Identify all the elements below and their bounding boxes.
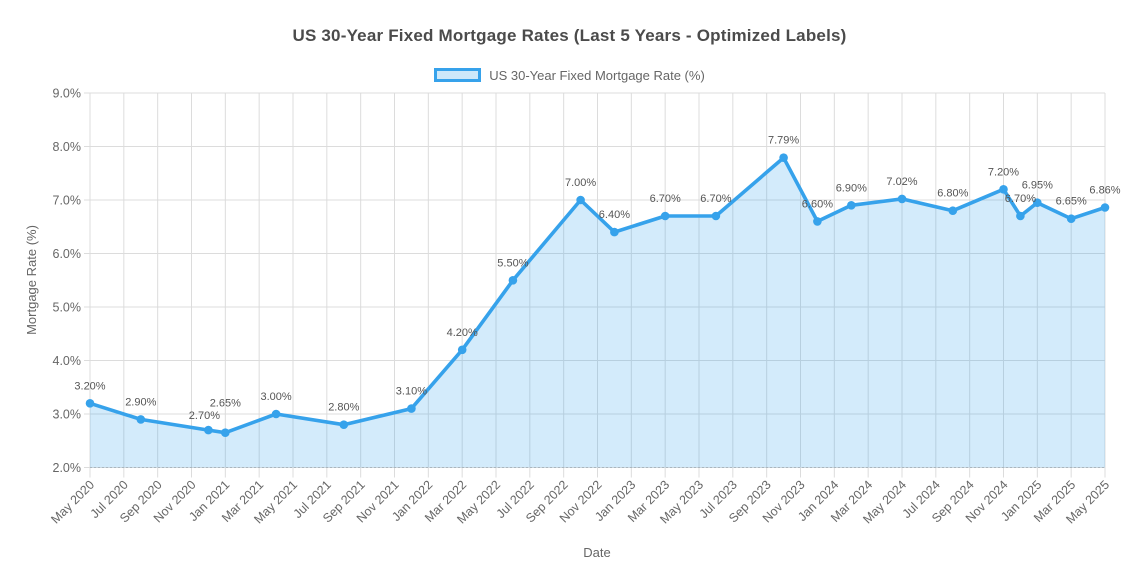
data-point[interactable] — [221, 428, 230, 438]
y-tick-label: 5.0% — [53, 301, 82, 315]
data-point[interactable] — [85, 399, 95, 408]
y-tick-label: 2.0% — [53, 461, 82, 475]
y-tick-label: 3.0% — [53, 408, 82, 422]
y-tick-label: 7.0% — [53, 194, 82, 208]
data-point[interactable] — [610, 227, 619, 237]
data-point[interactable] — [1016, 211, 1025, 221]
point-labels: 3.20% 2.90% 2.70%2.65% 3.00% 2.80% 3.10% 4.20%… — [74, 135, 1120, 422]
data-point[interactable] — [948, 206, 958, 215]
data-point-label: 3.20% — [74, 380, 105, 392]
data-point-label: 3.00% — [260, 391, 291, 403]
data-point[interactable] — [271, 409, 281, 419]
data-point-label: 6.80% — [937, 188, 968, 200]
data-point-label: 2.80% — [328, 402, 359, 414]
data-point[interactable] — [457, 345, 467, 355]
data-point[interactable] — [339, 420, 349, 430]
data-point-label: 3.10% — [396, 386, 427, 398]
data-point-label: 4.20% — [447, 327, 478, 339]
series-area — [90, 157, 1105, 468]
data-point[interactable] — [508, 276, 518, 285]
data-point-label: 7.02% — [886, 176, 917, 188]
data-point-label: 6.95% — [1022, 180, 1053, 192]
data-point[interactable] — [407, 404, 416, 413]
data-point-label: 2.90% — [125, 396, 156, 408]
data-point-label: 2.70% — [189, 410, 220, 422]
data-point-label: 6.70% — [650, 193, 681, 205]
x-axis-title: Date — [583, 545, 610, 560]
legend-swatch-icon — [434, 68, 482, 82]
data-point-label: 6.60% — [802, 198, 833, 210]
data-point-label: 7.20% — [988, 166, 1019, 178]
data-point-label: 2.65% — [210, 398, 241, 410]
data-point[interactable] — [999, 185, 1008, 194]
data-point[interactable] — [847, 201, 856, 210]
data-point[interactable] — [1033, 198, 1042, 207]
data-point-label: 6.65% — [1056, 196, 1087, 208]
chart-title: US 30-Year Fixed Mortgage Rates (Last 5 … — [292, 26, 847, 45]
data-point-label: 6.70% — [1005, 193, 1036, 205]
data-point[interactable] — [204, 425, 213, 435]
legend-label: US 30-Year Fixed Mortgage Rate (%) — [489, 67, 705, 83]
data-point[interactable] — [813, 217, 822, 226]
y-tick-label: 8.0% — [53, 140, 82, 154]
y-tick-labels: 2.0% 3.0% 4.0% 5.0% 6.0% 7.0% 8.0% 9.0% — [53, 87, 82, 476]
data-point-label: 6.70% — [700, 193, 731, 205]
data-point[interactable] — [576, 195, 585, 205]
data-point[interactable] — [711, 211, 721, 221]
legend[interactable]: US 30-Year Fixed Mortgage Rate (%) — [0, 66, 1139, 84]
y-tick-label: 6.0% — [53, 247, 82, 261]
data-point-label: 6.86% — [1089, 185, 1120, 197]
y-tick-label: 4.0% — [53, 354, 82, 368]
data-point[interactable] — [136, 415, 146, 424]
data-point[interactable] — [779, 153, 788, 162]
data-point[interactable] — [1100, 203, 1110, 212]
data-point-label: 7.00% — [565, 177, 596, 189]
area-fill — [90, 157, 1105, 468]
data-point-label: 7.79% — [768, 135, 799, 147]
data-points — [85, 153, 1110, 438]
data-point[interactable] — [660, 211, 670, 221]
data-point-label: 6.40% — [599, 209, 630, 221]
data-point-label: 5.50% — [497, 257, 528, 269]
data-point[interactable] — [1066, 214, 1076, 223]
gridlines — [84, 92, 1106, 478]
y-tick-label: 9.0% — [53, 87, 82, 101]
data-point-label: 6.90% — [836, 182, 867, 194]
y-axis-title: Mortgage Rate (%) — [24, 225, 39, 335]
x-tick-label: May 2020 — [48, 478, 97, 527]
data-point[interactable] — [897, 194, 907, 204]
